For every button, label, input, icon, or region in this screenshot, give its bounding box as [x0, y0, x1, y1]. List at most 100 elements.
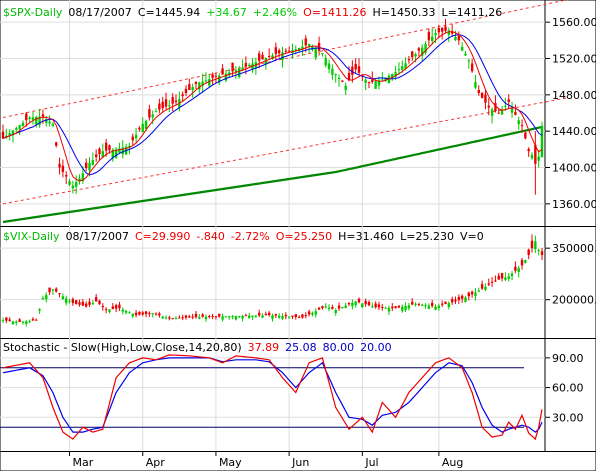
vix-candle — [131, 313, 134, 317]
vix-candle — [148, 312, 151, 314]
vix-candle — [94, 297, 98, 302]
vix-candle — [68, 300, 71, 302]
spx-candle — [477, 89, 480, 94]
vix-candle — [387, 307, 391, 312]
vix-candle — [304, 315, 307, 317]
vix-candle — [434, 306, 437, 310]
vix-candle — [231, 316, 234, 318]
vix-candle — [341, 307, 344, 309]
vix-candle — [38, 309, 41, 311]
vix-candle — [228, 316, 231, 318]
vix-header-part: V=0 — [460, 230, 484, 243]
spx-candle — [81, 173, 85, 181]
vix-candle — [238, 316, 241, 318]
spx-candle — [15, 127, 18, 130]
spx-candle — [84, 162, 88, 169]
spx-candle — [55, 142, 58, 146]
spx-candle — [198, 82, 201, 90]
spx-candle — [21, 122, 25, 127]
vix-candle — [367, 301, 371, 306]
spx-candle — [191, 86, 194, 91]
spx-candle — [238, 68, 241, 77]
spx-candle — [234, 70, 238, 73]
spx-candle — [314, 48, 317, 58]
y-tick-label: 350000.0 — [552, 242, 596, 255]
spx-candle — [204, 80, 208, 82]
vix-candle — [138, 311, 141, 315]
spx-candle — [274, 47, 278, 54]
vix-candle — [504, 277, 507, 280]
vix-candle — [284, 314, 288, 317]
vix-candle — [65, 298, 68, 304]
vix-header-part: C=29.990 — [135, 230, 190, 243]
vix-candle — [311, 312, 314, 315]
spx-candle — [241, 67, 244, 71]
vix-header-part: H=31.460 — [338, 230, 394, 243]
vix-candle — [224, 316, 228, 318]
vix-candle — [377, 304, 381, 308]
spx-header-part: 08/17/2007 — [68, 6, 131, 19]
spx-candle — [391, 73, 394, 78]
vix-candle — [91, 303, 95, 305]
spx-candle — [88, 162, 91, 171]
spx-candle — [341, 80, 344, 82]
spx-candle — [421, 47, 424, 56]
vix-candle — [507, 276, 510, 279]
spx-candle — [131, 136, 134, 141]
stochastic-k-line — [2, 354, 543, 441]
vix-candle — [158, 313, 161, 316]
spx-candle — [464, 53, 467, 56]
vix-candle — [394, 306, 397, 309]
vix-candle — [497, 275, 500, 280]
vix-candle — [427, 305, 431, 309]
spx-header-part: +34.67 — [206, 6, 247, 19]
vix-candle — [78, 302, 81, 305]
vix-candle — [421, 304, 424, 306]
spx-candle — [211, 74, 214, 78]
vix-header-part: L=25.230 — [400, 230, 454, 243]
vix-candle — [204, 316, 208, 320]
vix-candle — [121, 309, 124, 312]
vix-candle — [58, 293, 61, 295]
vix-candle — [414, 303, 417, 305]
vix-candle — [401, 306, 404, 311]
stochastic-header-part: 25.08 — [285, 341, 317, 354]
vix-candle — [21, 321, 25, 323]
vix-candle — [88, 301, 91, 305]
vix-candle — [154, 313, 158, 315]
vix-candle — [108, 309, 111, 312]
y-tick-label: 1400.00 — [552, 162, 596, 175]
spx-candle — [287, 50, 291, 52]
vix-candle — [371, 306, 374, 308]
month-label: Mar — [73, 456, 94, 469]
spx-candle — [161, 101, 164, 109]
vix-candle — [118, 304, 121, 309]
vix-candle — [457, 296, 461, 301]
vix-candle — [351, 302, 354, 307]
spx-candle — [71, 185, 75, 189]
spx-candle — [208, 79, 211, 86]
spx-candle — [78, 178, 81, 182]
spx-candle — [467, 60, 471, 62]
vix-candle — [437, 305, 441, 308]
vix-candle — [417, 304, 421, 306]
spx-candle — [490, 109, 494, 116]
vix-candle — [251, 315, 254, 318]
spx-candle — [1, 131, 5, 139]
spx-candle — [387, 75, 391, 84]
vix-candle — [61, 296, 65, 300]
spx-candle — [424, 43, 427, 53]
spx-candle — [524, 132, 527, 139]
vix-candle — [337, 305, 341, 309]
spx-candle — [437, 27, 441, 33]
vix-candle — [301, 314, 304, 318]
vix-candle — [514, 266, 517, 271]
vix-candle — [274, 314, 278, 316]
stochastic-header-part: Stochastic - Slow(High,Low,Close,14,20,8… — [3, 341, 242, 354]
vix-candle — [484, 286, 487, 290]
vix-candle — [291, 315, 294, 317]
spx-candle — [98, 148, 101, 155]
spx-candle — [484, 94, 487, 103]
spx-candle — [284, 50, 288, 52]
